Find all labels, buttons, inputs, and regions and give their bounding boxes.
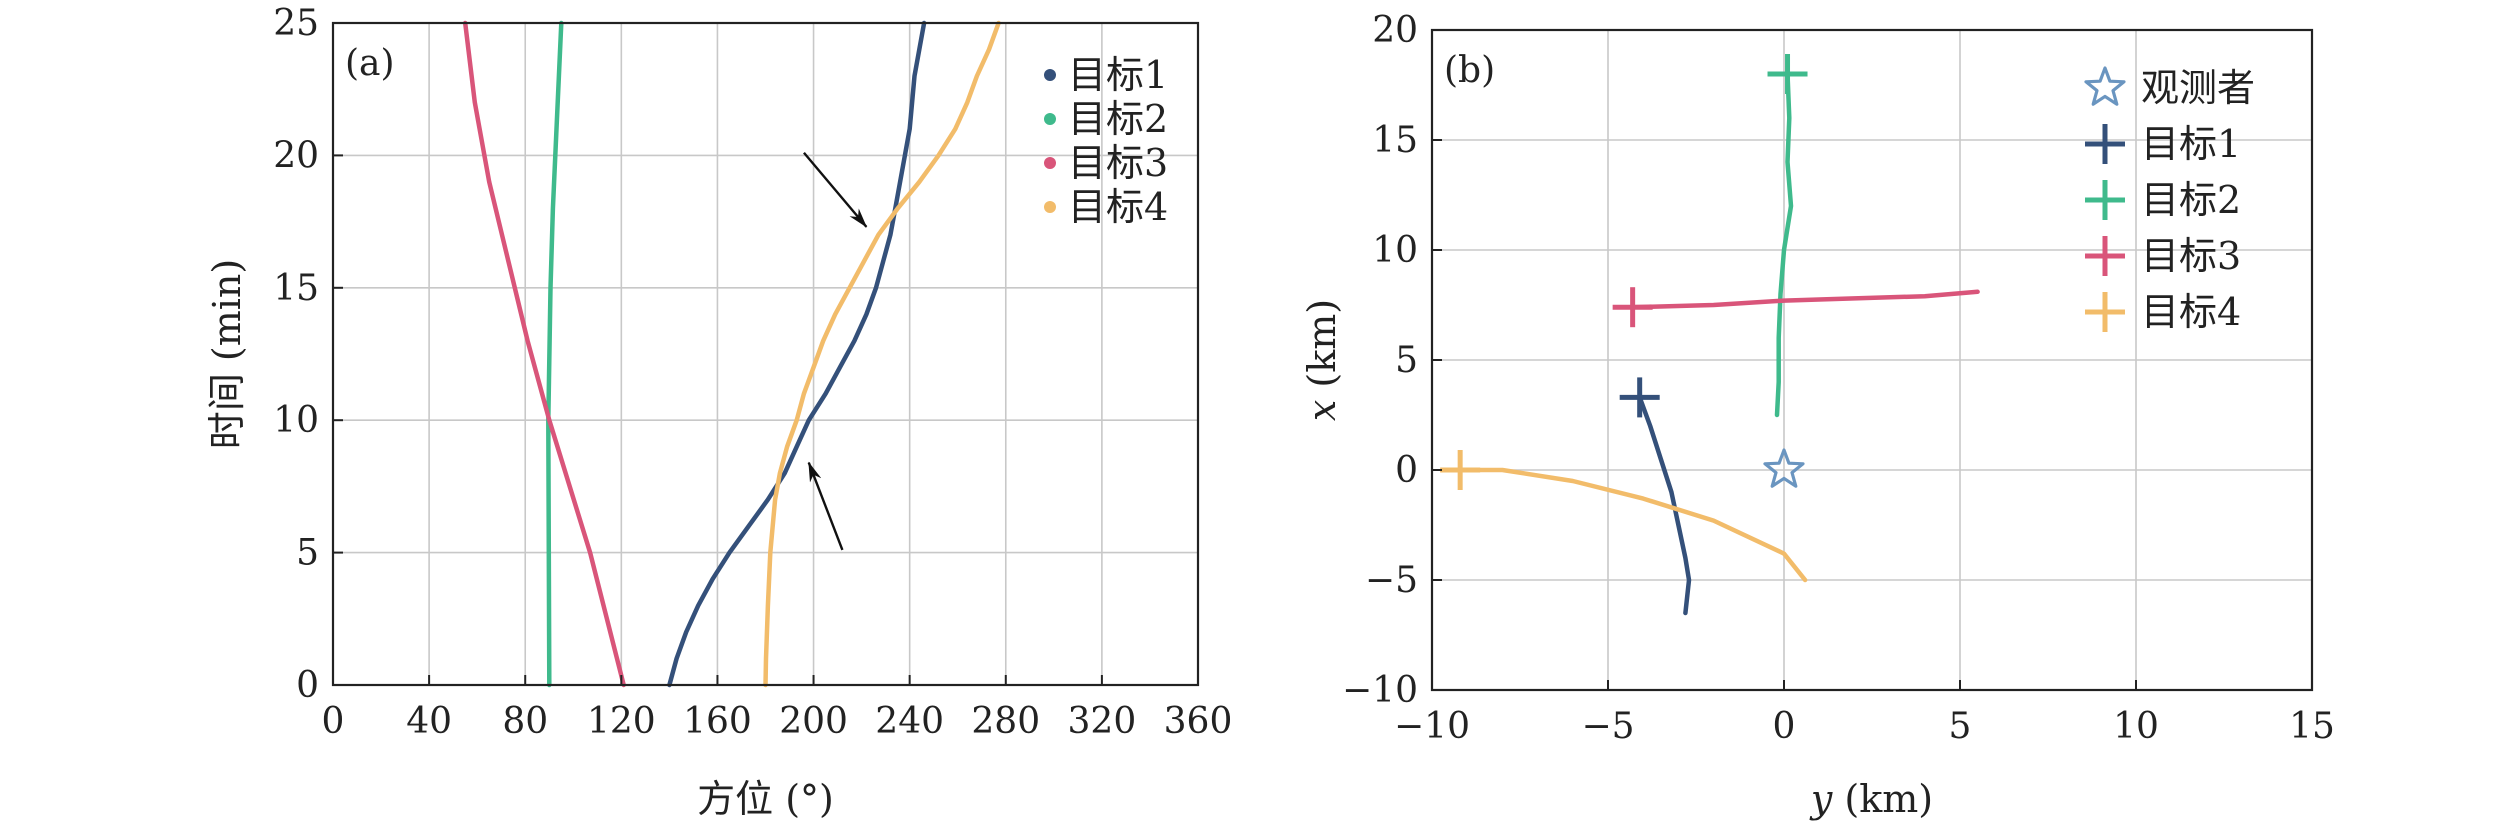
panel-a-y-tick-label: 25 bbox=[273, 3, 319, 44]
panel-b-legend-label-2: 目标2 bbox=[2141, 178, 2241, 222]
panel-a-legend-label-2: 目标2 bbox=[1068, 97, 1168, 141]
panel-a-series-line-4 bbox=[763, 20, 1001, 688]
panel-a-y-axis-label: 时间 (min) bbox=[205, 259, 249, 449]
panel-b-x-tick-label: 5 bbox=[1949, 706, 1972, 747]
panel-b-y-tick-label: 5 bbox=[1395, 340, 1418, 381]
panel-a-label: (a) bbox=[345, 43, 395, 84]
panel-a-x-tick-label: 200 bbox=[779, 701, 848, 742]
panel-a-arrow-2 bbox=[807, 461, 844, 551]
panel-b-x-axis-label: y (km) bbox=[1809, 777, 1933, 821]
panel-a-y-tick-label: 0 bbox=[296, 665, 319, 706]
panel-a-x-tick-label: 360 bbox=[1164, 701, 1233, 742]
panel-b-legend-label-3: 目标3 bbox=[2141, 234, 2241, 278]
panel-b-y-tick-label: −5 bbox=[1365, 560, 1418, 601]
panel-b-series bbox=[1440, 54, 1980, 616]
panel-a-legend-marker-4 bbox=[1044, 201, 1056, 213]
panel-b-start-marker-1 bbox=[1619, 377, 1660, 418]
panel-a-y-tick-label: 20 bbox=[273, 135, 319, 176]
panel-a-series-line-3 bbox=[462, 20, 626, 688]
panel-b-legend-marker-4 bbox=[2085, 292, 2125, 332]
panel-a-y-tick-label: 5 bbox=[296, 533, 319, 574]
panel-b-legend-label-observer: 观测者 bbox=[2141, 66, 2255, 110]
panel-a-series-line-2 bbox=[546, 20, 564, 688]
panel-b-trajectories: −10 −5 0 5 10 15 −10 −5 0 5 10 15 20 (b) y (km) x (k… bbox=[1300, 10, 2335, 821]
panel-b-start-marker-4 bbox=[1440, 450, 1481, 490]
panel-a-x-tick-label: 80 bbox=[502, 701, 548, 742]
panel-a-x-tick-label: 320 bbox=[1068, 701, 1137, 742]
panel-b-y-tick-label: 0 bbox=[1395, 450, 1418, 491]
panel-b-y-axis-label: x (km) bbox=[1300, 299, 1344, 421]
panel-b-start-marker-3 bbox=[1612, 287, 1653, 328]
panel-a-legend-marker-3 bbox=[1044, 157, 1056, 169]
panel-b-legend-marker-2 bbox=[2085, 180, 2125, 220]
panel-a-y-tick-label: 10 bbox=[273, 400, 319, 441]
panel-a-x-tick-label: 40 bbox=[406, 701, 452, 742]
panel-a-arrows bbox=[803, 151, 868, 551]
panel-b-x-tick-label: −5 bbox=[1581, 706, 1634, 747]
panel-a-legend-label-3: 目标3 bbox=[1068, 141, 1168, 185]
panel-a-x-axis-label: 方位 (°) bbox=[697, 777, 834, 821]
panel-a-arrow-1 bbox=[803, 151, 868, 228]
panel-b-y-axis-unit: (km) bbox=[1300, 299, 1344, 400]
panel-b-trajectory-4 bbox=[1457, 467, 1808, 583]
panel-a-x-tick-label: 280 bbox=[971, 701, 1040, 742]
panel-a-series bbox=[462, 20, 1001, 688]
panel-a-legend-marker-2 bbox=[1044, 113, 1056, 125]
panel-a-bearing-time: 0 40 80 120 160 200 240 280 320 360 0 5 10 15 20 25 (a)… bbox=[205, 3, 1232, 821]
panel-b-legend-label-4: 目标4 bbox=[2141, 290, 2241, 334]
panel-b-y-tick-label: −10 bbox=[1342, 670, 1418, 711]
panel-a-x-tick-label: 160 bbox=[683, 701, 752, 742]
panel-b-y-axis-var: x bbox=[1300, 400, 1344, 421]
panel-a-frame bbox=[331, 21, 1200, 687]
panel-b-x-tick-label: 15 bbox=[2289, 706, 2335, 747]
panel-a-legend-label-4: 目标4 bbox=[1068, 185, 1168, 229]
observer-star-icon bbox=[1763, 448, 1805, 488]
panel-b-x-axis-unit: (km) bbox=[1832, 777, 1933, 821]
panel-b-legend-label-1: 目标1 bbox=[2141, 122, 2241, 166]
panel-b-y-tick-label: 15 bbox=[1372, 120, 1418, 161]
panel-b-x-tick-label: 0 bbox=[1773, 706, 1796, 747]
panel-b-trajectory-2 bbox=[1774, 71, 1794, 418]
panel-b-y-tick-label: 20 bbox=[1372, 10, 1418, 51]
panel-a-legend-label-1: 目标1 bbox=[1068, 53, 1168, 97]
panel-b-x-tick-label: 10 bbox=[2113, 706, 2159, 747]
panel-b-ticks: −10 −5 0 5 10 15 −10 −5 0 5 10 15 20 bbox=[1342, 10, 2335, 747]
panel-a-x-tick-label: 120 bbox=[587, 701, 656, 742]
panel-b-legend-marker-1 bbox=[2085, 124, 2125, 164]
panel-a-x-tick-label: 0 bbox=[322, 701, 345, 742]
panel-a-y-tick-label: 15 bbox=[273, 268, 319, 309]
panel-b-label: (b) bbox=[1444, 50, 1495, 91]
panel-b-trajectory-3 bbox=[1630, 289, 1980, 310]
panel-a-x-tick-label: 240 bbox=[875, 701, 944, 742]
panel-a-ticks: 0 40 80 120 160 200 240 280 320 360 0 5 10 15 20 25 bbox=[273, 3, 1232, 742]
panel-b-y-tick-label: 10 bbox=[1372, 230, 1418, 271]
panel-b-start-marker-2 bbox=[1767, 54, 1808, 94]
panel-a-series-line-1 bbox=[667, 20, 927, 688]
panel-b-legend-marker-3 bbox=[2085, 236, 2125, 276]
panel-b-x-tick-label: −10 bbox=[1394, 706, 1470, 747]
panel-b-x-axis-var: y bbox=[1809, 777, 1833, 821]
panel-a-legend-marker-1 bbox=[1044, 69, 1056, 81]
legend-observer-star-icon bbox=[2084, 66, 2126, 106]
